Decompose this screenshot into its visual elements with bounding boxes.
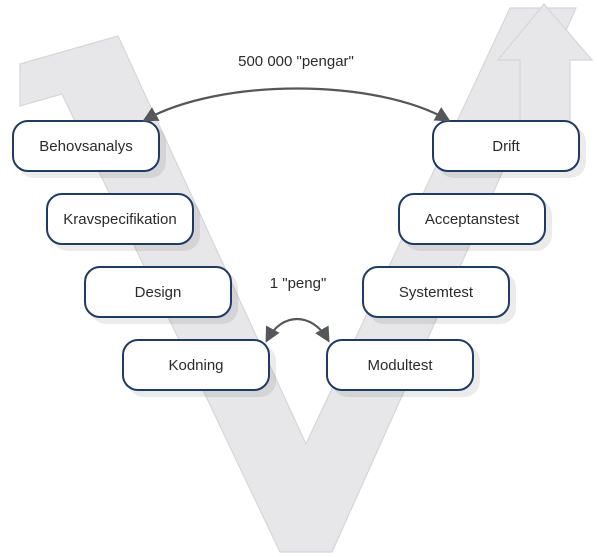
node-face: Behovsanalys	[12, 120, 160, 172]
node-kravspecifikation: Kravspecifikation	[46, 193, 194, 245]
node-face: Kodning	[122, 339, 270, 391]
node-label: Design	[135, 284, 182, 301]
node-face: Systemtest	[362, 266, 510, 318]
node-design: Design	[84, 266, 232, 318]
node-label: Systemtest	[399, 284, 473, 301]
node-behovsanalys: Behovsanalys	[12, 120, 160, 172]
node-label: Behovsanalys	[39, 138, 132, 155]
node-acceptanstest: Acceptanstest	[398, 193, 546, 245]
node-label: Acceptanstest	[425, 211, 519, 228]
v-model-diagram: { "diagram": { "type": "flowchart", "bac…	[0, 0, 597, 557]
node-label: Drift	[492, 138, 520, 155]
node-label: Kravspecifikation	[63, 211, 176, 228]
node-face: Acceptanstest	[398, 193, 546, 245]
node-face: Kravspecifikation	[46, 193, 194, 245]
connector-mid-label: 1 "peng"	[270, 275, 327, 292]
node-face: Modultest	[326, 339, 474, 391]
connector-top-label: 500 000 "pengar"	[238, 53, 354, 70]
node-drift: Drift	[432, 120, 580, 172]
node-face: Drift	[432, 120, 580, 172]
node-label: Modultest	[367, 357, 432, 374]
node-systemtest: Systemtest	[362, 266, 510, 318]
node-label: Kodning	[168, 357, 223, 374]
node-modultest: Modultest	[326, 339, 474, 391]
node-kodning: Kodning	[122, 339, 270, 391]
node-face: Design	[84, 266, 232, 318]
